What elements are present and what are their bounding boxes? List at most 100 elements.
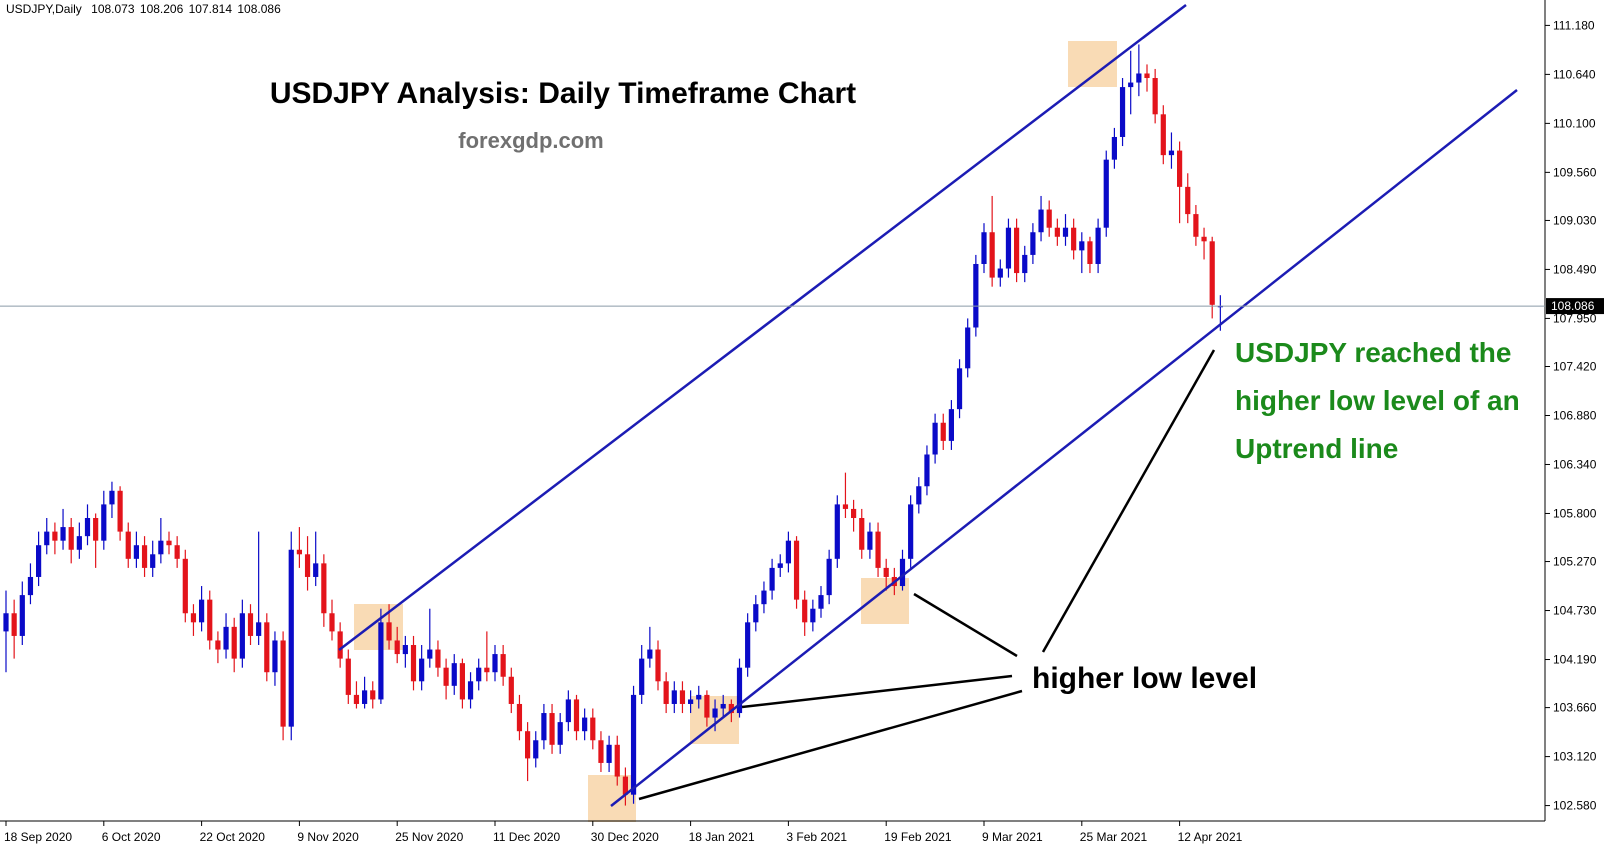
candle-body (337, 631, 343, 659)
candle-body (883, 567, 889, 577)
candle-body (834, 504, 840, 559)
candle-body (133, 545, 139, 559)
candle-body (639, 658, 645, 695)
candle-body (810, 608, 816, 623)
candle-body (1054, 227, 1060, 237)
candle-body (1046, 209, 1052, 228)
y-tick-label: 104.730 (1553, 604, 1597, 618)
candle-body (419, 658, 425, 682)
candle-body (68, 527, 74, 550)
candle-body (158, 540, 164, 555)
x-tick-label: 30 Dec 2020 (591, 830, 659, 844)
candle-body (1177, 150, 1183, 187)
candle-body (557, 722, 563, 745)
candle-body (989, 232, 995, 278)
candle-body (997, 268, 1003, 278)
current-price-label: 108.086 (1551, 299, 1595, 313)
callout-pointer (741, 674, 1013, 709)
candle-body (598, 740, 604, 763)
last-high: 108.206 (140, 2, 184, 16)
drawings (338, 4, 1518, 807)
candle-body (541, 713, 547, 741)
x-tick-label: 12 Apr 2021 (1178, 830, 1243, 844)
symbol: USDJPY,Daily (6, 2, 82, 16)
candle-body (44, 531, 50, 546)
candle-body (1209, 241, 1215, 305)
candle-body (190, 613, 197, 623)
candle-body (378, 622, 384, 700)
candle-body (793, 540, 800, 600)
y-tick-label: 105.800 (1553, 506, 1597, 520)
candle-body (1144, 73, 1150, 79)
candle-body (239, 613, 245, 659)
y-tick-label: 103.660 (1553, 701, 1597, 715)
last-close: 108.086 (237, 2, 281, 16)
note-line: USDJPY reached the (1235, 337, 1512, 368)
candle-body (525, 731, 531, 759)
candle-body (484, 667, 490, 673)
candle-body (908, 504, 914, 559)
candle-body (1136, 73, 1142, 83)
candle-body (679, 690, 686, 704)
candle-body (101, 504, 107, 541)
candle-body (1022, 254, 1028, 274)
candle-body (720, 703, 726, 709)
y-tick-label: 110.100 (1553, 116, 1596, 130)
candle-body (916, 486, 922, 505)
candle-body (427, 649, 433, 659)
candle-body (842, 504, 849, 509)
candle-body (247, 613, 254, 636)
candle-body (1071, 227, 1077, 251)
candle-body (476, 667, 482, 682)
candle-body (655, 649, 661, 682)
candle-body (647, 649, 653, 659)
candle-body (590, 717, 596, 741)
x-tick-label: 18 Jan 2021 (689, 830, 755, 844)
y-tick-label: 104.190 (1553, 653, 1597, 667)
y-tick-label: 109.560 (1553, 165, 1597, 179)
candle-body (802, 599, 808, 623)
channel-upper-line (338, 4, 1187, 651)
candle-body (1185, 186, 1191, 215)
candle-body (52, 531, 58, 541)
candle-body (565, 699, 571, 723)
candle-body (549, 713, 555, 745)
candle-body (280, 640, 286, 727)
candle-body (1038, 209, 1044, 233)
candle-body (321, 563, 327, 614)
x-tick-label: 25 Mar 2021 (1080, 830, 1148, 844)
y-tick-label: 110.640 (1553, 67, 1596, 81)
candle-body (533, 740, 539, 759)
current-price-tag (1546, 298, 1604, 315)
candle-body (622, 776, 628, 795)
candle-body (370, 690, 376, 700)
candle-body (899, 558, 906, 587)
candle-body (573, 699, 580, 732)
candle-body (3, 613, 9, 632)
candle-body (353, 694, 360, 704)
candle-body (956, 368, 963, 410)
candle-body (1030, 232, 1036, 255)
candle-body (1193, 214, 1199, 237)
candle-body (93, 518, 99, 541)
candle-body (264, 622, 270, 673)
candle-body (728, 703, 734, 714)
candle-body (362, 690, 368, 704)
candle-body (492, 654, 498, 673)
candle-body (313, 563, 319, 577)
candle-body (745, 622, 751, 668)
candle-body (516, 703, 523, 732)
candle-body (875, 531, 881, 568)
candle-body (117, 490, 123, 532)
candle-body (508, 676, 514, 704)
x-tick-label: 18 Sep 2020 (4, 830, 72, 844)
candle-body (329, 613, 335, 632)
candle-body (1103, 159, 1109, 228)
last-low: 107.814 (189, 2, 233, 16)
candle-body (761, 590, 767, 605)
candle-body (125, 531, 131, 559)
note-line: higher low level of an (1235, 385, 1520, 416)
candle-body (663, 681, 669, 704)
candle-body (435, 649, 441, 668)
